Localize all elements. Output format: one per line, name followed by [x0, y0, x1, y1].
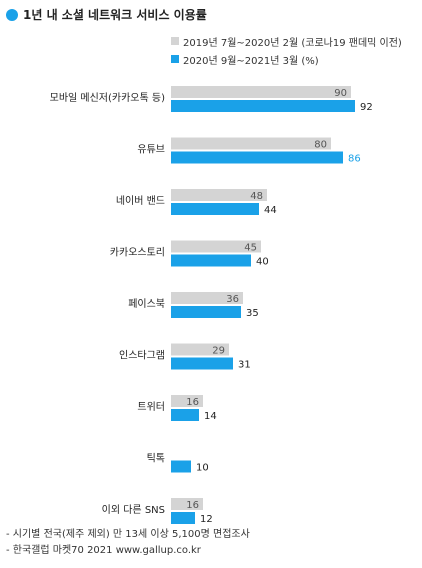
category-label: 페이스북: [128, 298, 165, 310]
data-label-prev: 16: [186, 397, 199, 408]
data-label-prev: 90: [334, 88, 347, 99]
legend-item-curr: 2020년 9월~2021년 3월 (%): [171, 50, 402, 68]
chart-title: 1년 내 소셜 네트워크 서비스 이용률: [23, 8, 207, 22]
legend-label-prev: 2019년 7월~2020년 2월 (코로나19 팬데믹 이전): [183, 37, 402, 49]
category-label: 유튜브: [137, 144, 165, 156]
bar-curr: [171, 357, 233, 370]
bar-prev: [171, 498, 203, 510]
title-bullet-icon: [6, 8, 18, 21]
bar-curr: [171, 460, 191, 473]
data-label-curr: 14: [204, 411, 217, 422]
footnote-survey: - 시기별 전국(제주 제외) 만 13세 이상 5,100명 면접조사: [6, 529, 250, 540]
data-label-curr: 35: [246, 308, 259, 319]
data-label-curr: 44: [264, 205, 277, 216]
category-label: 이외 다른 SNS: [102, 504, 165, 516]
data-label-prev: 29: [212, 346, 225, 357]
legend-swatch-curr: [171, 55, 179, 63]
data-label-curr: 12: [200, 514, 213, 525]
data-label-prev: 80: [314, 140, 327, 151]
data-label-curr: 40: [256, 257, 269, 268]
title-row: 1년 내 소셜 네트워크 서비스 이용률: [6, 6, 207, 23]
category-label: 네이버 밴드: [116, 195, 165, 207]
category-label: 모바일 메신저(카카오톡 등): [50, 92, 165, 104]
bar-prev: [171, 240, 261, 253]
data-label-prev: 36: [226, 294, 239, 305]
bar-prev: [171, 189, 267, 201]
data-label-curr: 31: [238, 360, 251, 371]
data-label-curr: 86: [348, 154, 361, 165]
category-label: 트위터: [137, 400, 165, 413]
footnote-source: - 한국갤럽 마켓70 2021 www.gallup.co.kr: [6, 545, 201, 556]
bar-curr: [171, 151, 343, 164]
bar-prev: [171, 343, 229, 356]
bar-curr: [171, 512, 195, 524]
category-label: 인스타그램: [119, 350, 165, 362]
legend-label-curr: 2020년 9월~2021년 3월 (%): [183, 55, 319, 67]
bar-prev: [171, 86, 351, 98]
bar-curr: [171, 306, 241, 318]
bar-curr: [171, 203, 259, 215]
category-label: 카카오스토리: [110, 247, 165, 259]
data-label-prev: 16: [186, 500, 199, 511]
bar-prev: [171, 395, 203, 407]
footnotes: - 시기별 전국(제주 제외) 만 13세 이상 5,100명 면접조사 - 한…: [6, 527, 250, 559]
bar-curr: [171, 409, 199, 421]
data-label-prev: 48: [250, 191, 263, 202]
bar-curr: [171, 254, 251, 267]
legend-item-prev: 2019년 7월~2020년 2월 (코로나19 팬데믹 이전): [171, 32, 402, 50]
legend-swatch-prev: [171, 37, 179, 45]
bar-curr: [171, 100, 355, 112]
legend: 2019년 7월~2020년 2월 (코로나19 팬데믹 이전) 2020년 9…: [171, 32, 402, 68]
data-label-prev: 45: [244, 243, 257, 254]
category-label: 틱톡: [147, 453, 165, 465]
data-label-curr: 92: [360, 102, 373, 113]
data-label-curr: 10: [196, 463, 209, 474]
bar-prev: [171, 292, 243, 304]
bar-prev: [171, 137, 331, 150]
